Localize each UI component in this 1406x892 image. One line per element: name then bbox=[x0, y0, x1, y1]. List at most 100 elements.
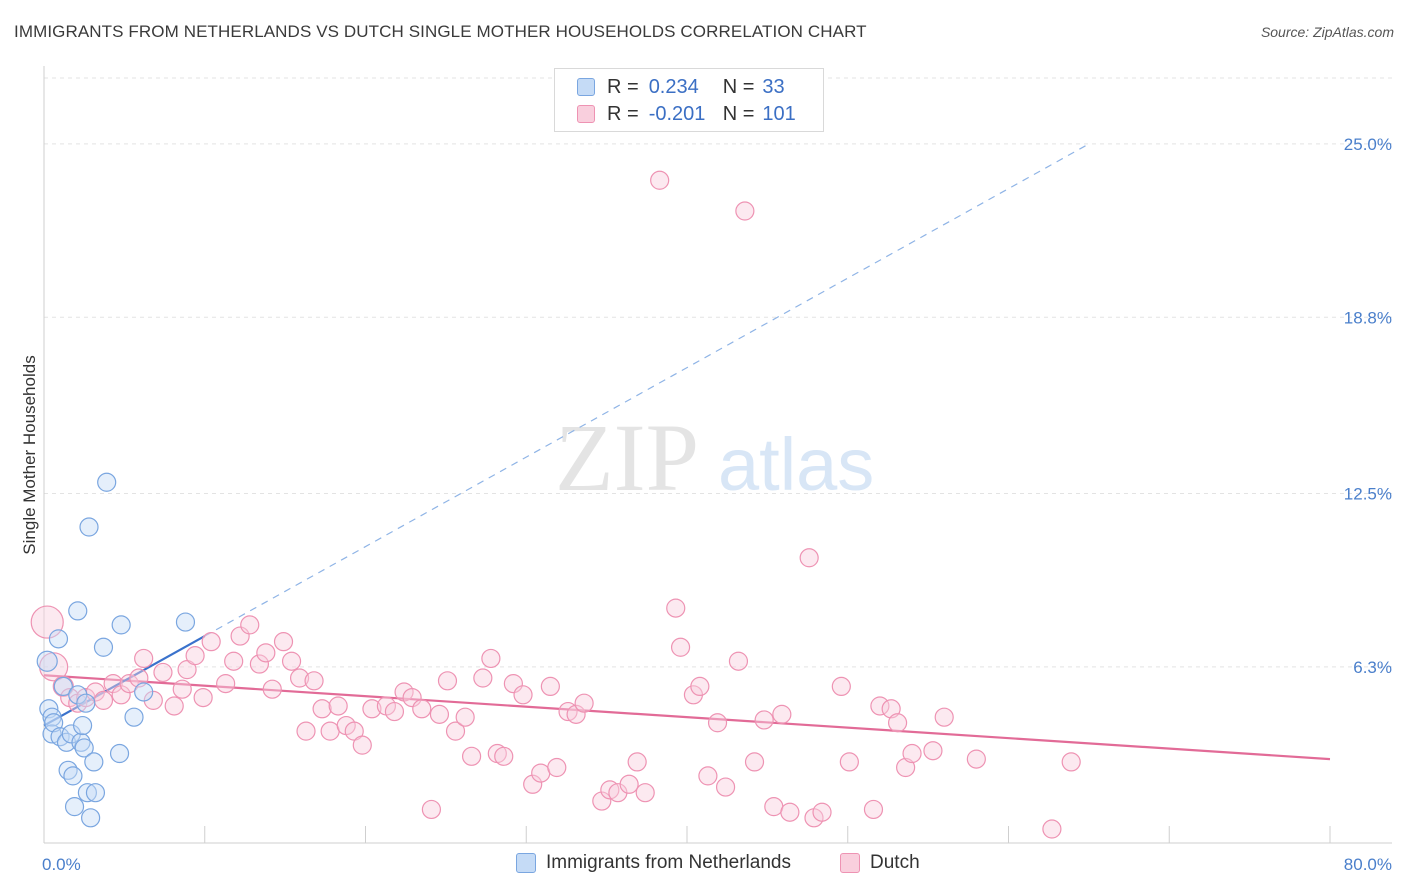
dutch-point bbox=[513, 685, 533, 705]
dutch-point bbox=[185, 646, 205, 666]
dutch-point bbox=[281, 651, 302, 671]
dutch-trend-line bbox=[43, 674, 1331, 761]
y-tick-label: 25.0% bbox=[1344, 135, 1392, 154]
legend-r-label: R = bbox=[607, 102, 639, 125]
dutch-point bbox=[445, 721, 466, 741]
y-axis-label: Single Mother Households bbox=[20, 355, 39, 554]
dutch-point bbox=[523, 774, 543, 794]
dutch-point bbox=[934, 707, 954, 727]
netherlands-trend-line bbox=[43, 635, 206, 727]
netherlands-point bbox=[124, 707, 144, 727]
dutch-point bbox=[153, 662, 173, 683]
source-credit: Source: ZipAtlas.com bbox=[1260, 24, 1394, 40]
netherlands-trend-extension bbox=[204, 143, 1090, 637]
series-swatch-netherlands bbox=[516, 853, 536, 873]
dutch-point bbox=[831, 676, 851, 697]
netherlands-point bbox=[109, 743, 130, 764]
dutch-point bbox=[224, 651, 244, 671]
legend-row-netherlands: R = 0.234 N = 33 bbox=[577, 73, 785, 101]
dutch-point bbox=[650, 170, 670, 190]
netherlands-point bbox=[175, 612, 196, 632]
x-tick-label: 0.0% bbox=[42, 855, 81, 874]
data-points bbox=[30, 170, 1081, 839]
dutch-point bbox=[966, 749, 986, 769]
legend-n-label: N = bbox=[722, 75, 755, 98]
dutch-point bbox=[902, 743, 922, 764]
dutch-point bbox=[304, 671, 324, 691]
legend-n-value: 101 bbox=[762, 102, 796, 125]
dutch-point bbox=[839, 752, 859, 772]
dutch-point bbox=[494, 746, 514, 766]
dutch-point bbox=[799, 548, 819, 568]
netherlands-point bbox=[85, 783, 106, 803]
watermark-atlas: atlas bbox=[718, 423, 874, 506]
dutch-point bbox=[896, 757, 916, 778]
dutch-point bbox=[193, 687, 213, 708]
dutch-point bbox=[635, 783, 655, 803]
dutch-point bbox=[707, 713, 728, 733]
dutch-point bbox=[923, 741, 943, 761]
y-tick-label: 6.3% bbox=[1353, 658, 1392, 677]
dutch-point bbox=[93, 690, 114, 710]
dutch-point bbox=[473, 668, 493, 688]
dutch-point bbox=[289, 668, 310, 688]
legend-r-value: -0.201 bbox=[648, 102, 706, 125]
dutch-point bbox=[119, 674, 139, 694]
dutch-point bbox=[328, 696, 348, 716]
dutch-point bbox=[352, 735, 372, 755]
dutch-point bbox=[566, 704, 586, 724]
dutch-point bbox=[547, 757, 567, 778]
dutch-point bbox=[256, 643, 276, 663]
dutch-point bbox=[666, 598, 686, 618]
netherlands-point bbox=[111, 615, 131, 635]
dutch-point bbox=[881, 699, 901, 719]
dutch-point bbox=[540, 676, 560, 697]
netherlands-point bbox=[81, 808, 101, 828]
trend-lines bbox=[43, 143, 1331, 761]
dutch-point bbox=[531, 763, 551, 783]
dutch-point bbox=[735, 201, 755, 221]
watermark: ZIP atlas bbox=[555, 404, 874, 511]
legend-swatch-netherlands bbox=[577, 78, 595, 96]
netherlands-point bbox=[36, 650, 58, 672]
dutch-point bbox=[780, 802, 800, 822]
dutch-point bbox=[627, 752, 647, 772]
series-label-dutch: Dutch bbox=[870, 852, 920, 873]
series-label-netherlands: Immigrants from Netherlands bbox=[546, 852, 791, 873]
series-legend: Immigrants from Netherlands Dutch bbox=[0, 852, 1406, 876]
dutch-point bbox=[134, 648, 154, 669]
dutch-point bbox=[455, 707, 475, 727]
dutch-point bbox=[592, 791, 612, 811]
netherlands-point bbox=[68, 601, 88, 621]
dutch-point bbox=[690, 676, 710, 697]
dutch-point bbox=[437, 671, 458, 691]
y-tick-label: 18.8% bbox=[1344, 308, 1392, 327]
legend-n-value: 33 bbox=[762, 75, 785, 98]
legend-r-value: 0.234 bbox=[648, 75, 699, 98]
dutch-point bbox=[1061, 752, 1081, 772]
dutch-point bbox=[870, 696, 890, 716]
dutch-point bbox=[887, 713, 908, 733]
grid-lines bbox=[44, 77, 1392, 668]
dutch-point bbox=[754, 710, 774, 730]
dutch-point bbox=[728, 651, 749, 671]
legend-n-label: N = bbox=[722, 102, 755, 125]
dutch-point bbox=[863, 799, 884, 820]
dutch-point bbox=[296, 721, 316, 741]
dutch-point bbox=[201, 632, 221, 652]
dutch-point bbox=[412, 699, 432, 719]
dutch-point bbox=[312, 699, 332, 719]
dutch-point bbox=[764, 797, 784, 817]
netherlands-point bbox=[84, 752, 104, 772]
legend-row-dutch: R = -0.201 N = 101 bbox=[577, 100, 796, 128]
dutch-point bbox=[670, 637, 691, 657]
y-tick-label: 12.5% bbox=[1344, 484, 1392, 503]
series-legend-dutch[interactable]: Dutch bbox=[840, 852, 920, 874]
tick-labels: 6.3% 12.5% 18.8% 25.0% 0.0% 80.0% bbox=[42, 135, 1392, 874]
series-legend-netherlands[interactable]: Immigrants from Netherlands bbox=[516, 852, 791, 874]
dutch-point bbox=[103, 674, 123, 694]
netherlands-point bbox=[134, 682, 154, 702]
dutch-point bbox=[273, 632, 294, 652]
netherlands-point bbox=[72, 715, 93, 736]
